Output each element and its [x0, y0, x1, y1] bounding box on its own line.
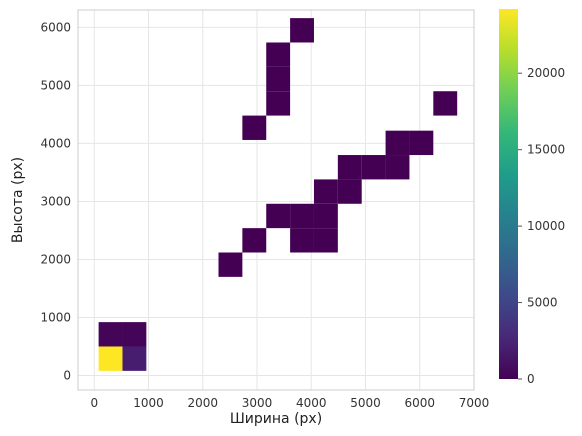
- x-tick-label: 2000: [187, 396, 218, 410]
- heatmap-cell: [266, 91, 291, 116]
- plot-frame: [77, 9, 475, 391]
- x-tick-label: 3000: [242, 396, 273, 410]
- y-axis-ticks: 0 1000 2000 3000 4000 5000 6000: [40, 20, 71, 382]
- y-tick-label: 2000: [40, 252, 71, 266]
- colorbar-ticks: 0 5000 10000 15000 20000: [518, 66, 565, 386]
- heatmap-cell: [361, 155, 386, 180]
- heatmap-cell: [122, 322, 147, 347]
- heatmap-cell: [242, 115, 267, 140]
- x-tick-label: 4000: [296, 396, 327, 410]
- colorbar-tick-label: 5000: [527, 296, 558, 310]
- x-axis-label: Ширина (px): [230, 411, 322, 427]
- y-tick-label: 3000: [40, 194, 71, 208]
- x-tick-label: 6000: [404, 396, 435, 410]
- y-tick-label: 0: [63, 368, 71, 382]
- heatmap-cell: [313, 228, 338, 253]
- heatmap-cell: [290, 228, 314, 253]
- heatmap-cell: [385, 155, 410, 180]
- x-tick-label: 0: [90, 396, 98, 410]
- x-axis-ticks: 0 1000 2000 3000 4000 5000 6000 7000: [90, 396, 489, 410]
- heatmap-cell: [290, 18, 314, 43]
- heatmap-cell: [266, 42, 291, 67]
- heatmap-cell: [218, 252, 243, 277]
- heatmap-cell: [313, 203, 338, 229]
- heatmap-cell: [122, 346, 147, 371]
- x-tick-label: 5000: [350, 396, 381, 410]
- colorbar-tick-label: 0: [527, 372, 535, 386]
- heatmap-cell: [98, 346, 123, 371]
- y-tick-label: 1000: [40, 310, 71, 324]
- colorbar-tick-label: 20000: [527, 66, 565, 80]
- heatmap-cell: [409, 130, 434, 156]
- colorbar: [499, 9, 518, 379]
- heatmap-cell: [433, 91, 458, 116]
- heatmap-cell: [290, 203, 314, 229]
- x-tick-label: 7000: [459, 396, 490, 410]
- heatmap-cells: [98, 18, 458, 371]
- heatmap-cell: [337, 155, 362, 180]
- heatmap-cell: [242, 228, 267, 253]
- y-axis-label: Высота (px): [10, 157, 26, 243]
- heatmap-cell: [98, 322, 123, 347]
- y-tick-label: 5000: [40, 78, 71, 92]
- y-tick-label: 6000: [40, 20, 71, 34]
- heatmap-cell: [337, 179, 362, 204]
- heatmap-cell: [266, 66, 291, 92]
- heatmap-cell: [313, 179, 338, 204]
- colorbar-tick-label: 15000: [527, 143, 565, 157]
- heatmap-cell: [385, 130, 410, 156]
- heatmap-cell: [266, 203, 291, 229]
- colorbar-tick-label: 10000: [527, 219, 565, 233]
- x-tick-label: 1000: [133, 396, 164, 410]
- y-tick-label: 4000: [40, 136, 71, 150]
